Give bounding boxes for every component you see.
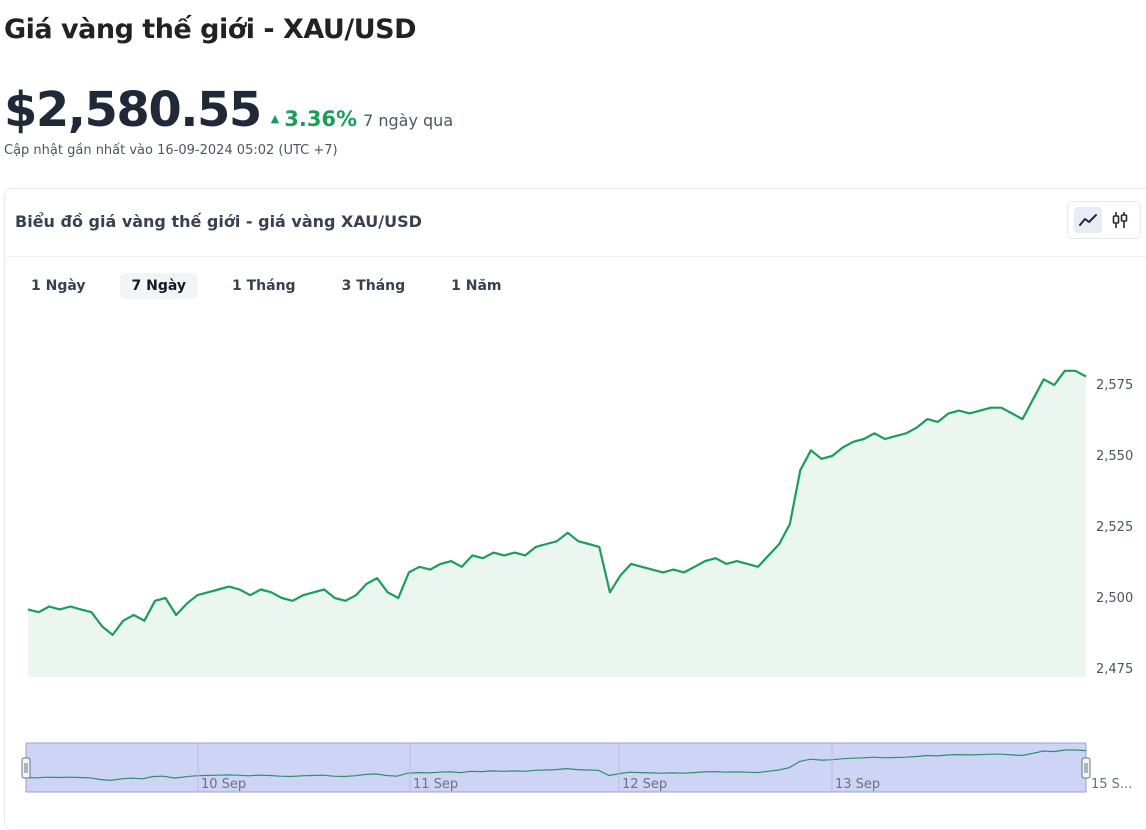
range-tabs: 1 Ngày 7 Ngày 1 Tháng 3 Tháng 1 Năm xyxy=(19,273,536,299)
navigator-date-label: 15 S... xyxy=(1091,777,1132,792)
price-area-fill xyxy=(28,370,1086,677)
y-tick-label: 2,475 xyxy=(1096,662,1133,677)
candlestick-button[interactable] xyxy=(1106,207,1134,233)
candlestick-icon xyxy=(1112,212,1128,228)
page-title: Giá vàng thế giới - XAU/USD xyxy=(4,14,417,45)
change-period: 7 ngày qua xyxy=(363,111,454,130)
y-tick-label: 2,500 xyxy=(1096,591,1133,606)
change-percent: 3.36% xyxy=(284,107,358,131)
navigator-date-label: 10 Sep xyxy=(201,777,246,792)
y-tick-label: 2,550 xyxy=(1096,449,1133,464)
chart-title: Biểu đồ giá vàng thế giới - giá vàng XAU… xyxy=(15,212,422,231)
current-price: $2,580.55 xyxy=(4,82,262,138)
tab-1-month[interactable]: 1 Tháng xyxy=(232,278,296,294)
price-chart: 2,475 2,500 2,525 2,550 2,575 10 Sep 11 Sep 12 … xyxy=(21,369,1133,793)
card-divider xyxy=(5,256,1146,257)
y-tick-label: 2,525 xyxy=(1096,520,1133,535)
navigator-left-handle[interactable] xyxy=(21,757,31,779)
navigator-date-label: 11 Sep xyxy=(413,777,458,792)
tab-1-day[interactable]: 1 Ngày xyxy=(31,278,86,294)
navigator-window xyxy=(25,742,1087,793)
tab-7-days[interactable]: 7 Ngày xyxy=(119,273,198,299)
tab-1-year[interactable]: 1 Năm xyxy=(451,278,502,294)
navigator-series-line xyxy=(25,749,1087,782)
price-row: $2,580.55 ▲ 3.36% 7 ngày qua xyxy=(4,82,453,138)
price-change: ▲ 3.36% 7 ngày qua xyxy=(271,107,453,131)
navigator-date-label: 12 Sep xyxy=(622,777,667,792)
navigator-date-label: 13 Sep xyxy=(835,777,880,792)
navigator-right-handle[interactable] xyxy=(1081,757,1091,779)
chart-type-toggle xyxy=(1067,201,1141,239)
y-tick-label: 2,575 xyxy=(1096,378,1133,393)
line-chart-button[interactable] xyxy=(1074,207,1102,233)
tab-3-months[interactable]: 3 Tháng xyxy=(341,278,406,294)
line-chart-icon xyxy=(1079,214,1097,226)
caret-up-icon: ▲ xyxy=(270,112,280,125)
price-line xyxy=(27,369,1087,637)
last-updated: Cập nhật gần nhất vào 16-09-2024 05:02 (… xyxy=(4,143,338,158)
